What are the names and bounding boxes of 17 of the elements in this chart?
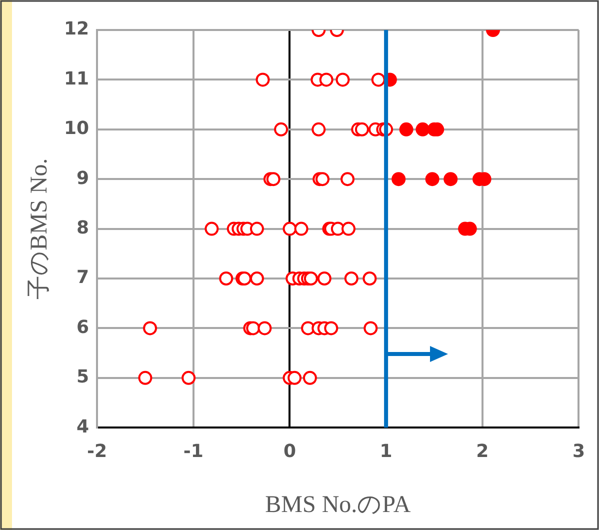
x-tick-label: 1 xyxy=(380,441,392,462)
y-tick-label: 10 xyxy=(64,118,90,140)
y-tick-label: 11 xyxy=(64,68,90,90)
y-tick-label: 6 xyxy=(76,316,90,338)
y-tick-label: 5 xyxy=(76,366,90,388)
x-tick-label: -1 xyxy=(183,441,204,462)
x-tick-label: 3 xyxy=(572,441,586,462)
x-tick-label: 2 xyxy=(476,441,489,462)
y-tick-label: 8 xyxy=(76,217,90,238)
x-tick-label: -2 xyxy=(87,441,108,462)
y-tick-label: 9 xyxy=(76,168,90,189)
x-tick-label: 0 xyxy=(283,441,296,462)
y-tick-label: 12 xyxy=(64,18,90,40)
x-axis-title: BMS No.のPA xyxy=(265,492,412,518)
y-axis-title: 子のBMS No. xyxy=(26,158,52,300)
y-tick-label: 7 xyxy=(76,267,90,288)
y-tick-label: 4 xyxy=(76,416,90,438)
